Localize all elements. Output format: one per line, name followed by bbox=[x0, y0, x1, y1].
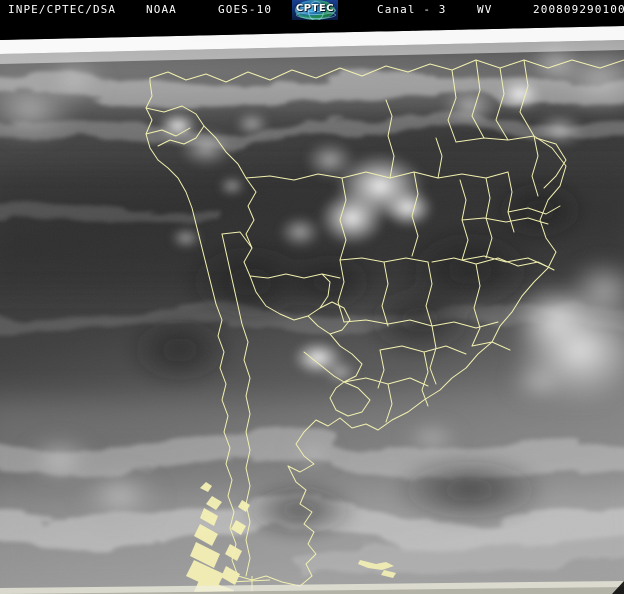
satellite-image bbox=[0, 20, 624, 594]
cptec-logo-label: CPTEC bbox=[295, 3, 335, 14]
timestamp-label: 200809290100 bbox=[533, 3, 624, 16]
organization-label: INPE/CPTEC/DSA bbox=[8, 3, 117, 16]
satellite-image-canvas bbox=[0, 20, 624, 594]
platform-label: GOES-10 bbox=[218, 3, 273, 16]
band-label: WV bbox=[477, 3, 493, 16]
cptec-logo: CPTEC bbox=[292, 0, 338, 20]
globe-longitude-line bbox=[308, 1, 324, 20]
channel-label: Canal - 3 bbox=[377, 3, 447, 16]
header-bar: INPE/CPTEC/DSA NOAA GOES-10 CPTEC Canal … bbox=[0, 0, 624, 20]
satellite-image-frame bbox=[0, 20, 624, 594]
agency-label: NOAA bbox=[146, 3, 177, 16]
